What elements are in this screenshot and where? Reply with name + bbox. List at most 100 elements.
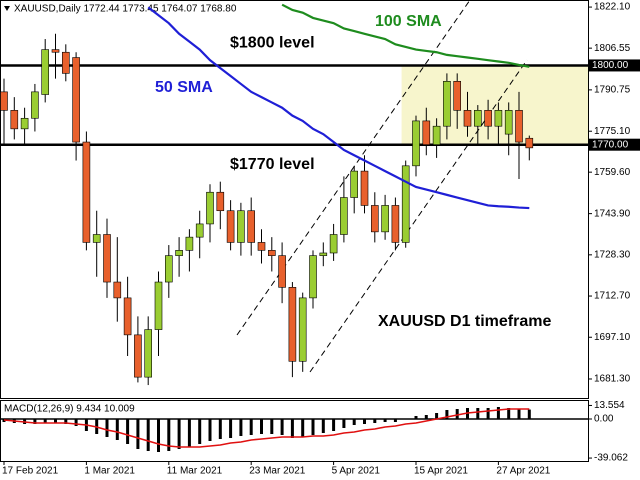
sma-label: 50 SMA: [155, 79, 213, 96]
candle-body: [113, 281, 122, 299]
candle-body: [41, 49, 50, 95]
macd-bar: [74, 419, 78, 426]
candle-body: [443, 80, 451, 127]
candle-body: [401, 165, 410, 243]
macd-bar: [352, 419, 356, 425]
sma-line: [281, 3, 530, 68]
candle-body: [195, 223, 204, 238]
level-annotation: $1800 level: [230, 35, 315, 52]
macd-bar: [54, 419, 57, 423]
x-tick-label: 1 Mar 2021: [84, 466, 135, 477]
candle-body: [134, 334, 142, 378]
chart-header: XAUUSD,Daily 1772.44 1773.45 1764.07 176…: [14, 4, 237, 15]
macd-bar: [517, 409, 521, 419]
macd-bar: [239, 419, 243, 436]
candle-body: [319, 252, 328, 256]
level-tag-label: 1770.00: [592, 139, 629, 150]
candle-body: [72, 57, 80, 143]
candle-body: [494, 110, 503, 127]
y-tick-label: 1822.10: [594, 2, 631, 13]
macd-bar: [476, 408, 480, 419]
candle-body: [144, 329, 152, 378]
level-tag-label: 1800.00: [592, 60, 629, 71]
candle-body: [412, 120, 420, 167]
macd-bar: [136, 419, 140, 449]
macd-bar: [115, 419, 119, 440]
candle-body: [453, 80, 462, 111]
macd-bar: [64, 419, 68, 424]
candle-body: [154, 281, 163, 330]
channel-line: [309, 59, 528, 373]
macd-bar: [527, 409, 531, 419]
y-tick-label: 1775.10: [594, 126, 631, 137]
y-tick-label: -39.062: [594, 453, 628, 464]
macd-bar: [270, 419, 274, 434]
level-tag: [588, 138, 640, 151]
macd-bar: [187, 419, 191, 447]
sma-label: 100 SMA: [375, 13, 442, 30]
candle-body: [504, 110, 513, 135]
candle-body: [92, 234, 101, 243]
macd-bar: [321, 419, 325, 433]
macd-bar: [301, 419, 305, 437]
macd-bar: [445, 410, 449, 419]
macd-bar: [496, 407, 500, 419]
candle-body: [31, 91, 39, 119]
macd-bar: [435, 413, 439, 419]
candle-body: [473, 110, 482, 127]
signal-line: [3, 408, 530, 448]
candle-body: [515, 110, 523, 143]
candle-body: [185, 236, 194, 251]
macd-bar: [290, 419, 294, 438]
macd-bar: [229, 419, 233, 438]
macd-bar: [373, 419, 377, 423]
level-tag: [588, 59, 640, 72]
header-icon: [4, 6, 10, 11]
candle-body: [370, 205, 379, 233]
macd-bar: [311, 419, 315, 435]
macd-bar: [167, 419, 171, 451]
y-tick-label: 1743.90: [594, 208, 631, 219]
macd-bar: [424, 415, 428, 419]
y-tick-label: 13.554: [594, 400, 625, 411]
level-zone: [401, 65, 588, 145]
candle-body: [432, 125, 441, 145]
y-tick-label: 0.00: [594, 414, 614, 425]
macd-bar: [280, 419, 284, 435]
candle-body: [175, 250, 183, 256]
candle-body: [216, 191, 225, 212]
channel-line: [236, 0, 471, 336]
candle-body: [391, 205, 400, 243]
candle-body: [381, 205, 389, 233]
macd-bar: [157, 419, 160, 452]
y-tick-label: 1681.30: [594, 374, 631, 385]
candle-body: [350, 170, 359, 198]
macd-bar: [414, 416, 418, 419]
candle-body: [484, 110, 492, 127]
macd-bar: [43, 419, 47, 423]
macd-bar: [249, 419, 253, 435]
candle-body: [82, 141, 91, 243]
candle-body: [247, 210, 255, 243]
y-tick-label: 1759.60: [594, 167, 631, 178]
candle-body: [309, 255, 317, 299]
y-tick-label: 1790.75: [594, 85, 631, 96]
candle-body: [226, 210, 235, 243]
candle-body: [422, 120, 431, 145]
macd-bar: [455, 409, 459, 419]
macd-bar: [260, 419, 263, 434]
macd-bar: [177, 419, 181, 449]
candle-body: [51, 49, 60, 53]
macd-bar: [383, 419, 387, 422]
macd-bar: [126, 419, 130, 444]
x-tick-label: 23 Mar 2021: [249, 466, 306, 477]
macd-bar: [208, 419, 212, 441]
candle-body: [0, 91, 8, 111]
candle-body: [20, 117, 29, 130]
macd-bar: [105, 419, 109, 437]
macd-bar: [198, 419, 202, 444]
macd-bar: [342, 419, 346, 428]
macd-bar: [393, 419, 397, 422]
candle-body: [123, 297, 132, 336]
